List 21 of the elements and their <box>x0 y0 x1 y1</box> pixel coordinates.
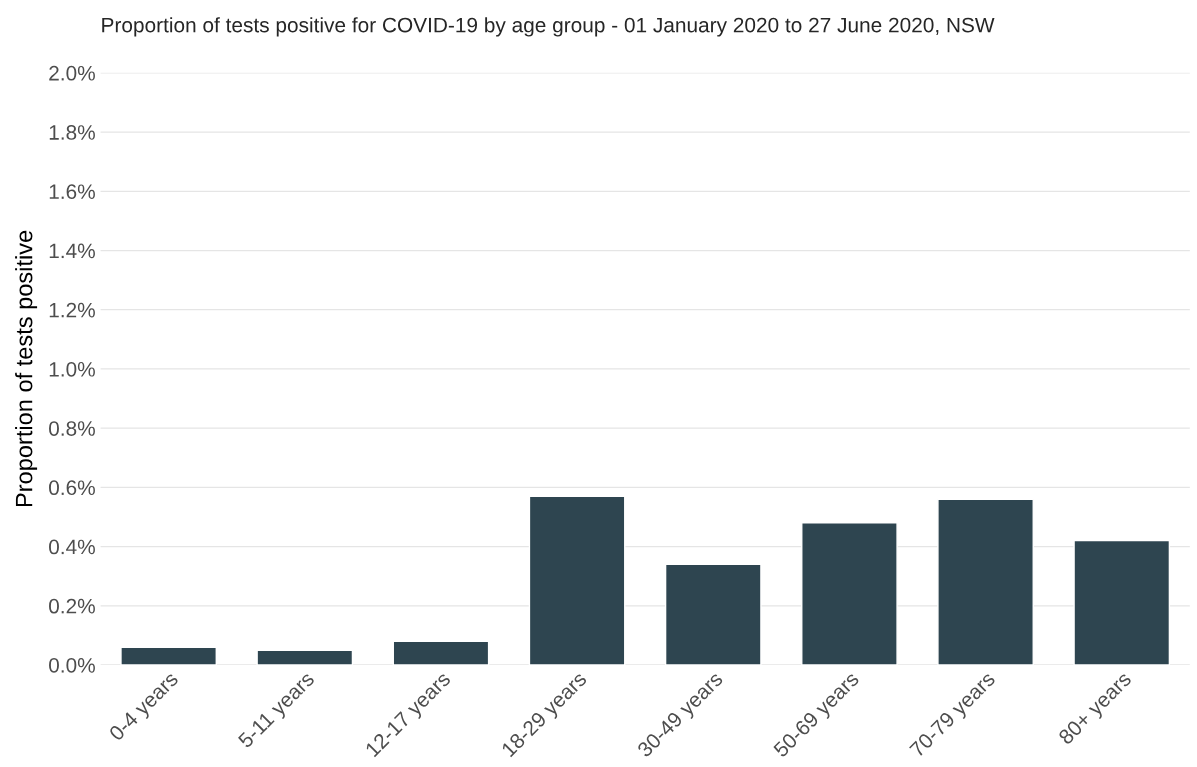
y-tick-label: 1.8% <box>49 125 95 140</box>
y-tick-label: 0.8% <box>49 421 95 436</box>
y-tick-label: 0.6% <box>49 480 95 496</box>
chart-title: Proportion of tests positive for COVID-19 by age group - 01 January 2020 to 27 June 2020, NSW <box>102 17 995 37</box>
bar <box>392 640 490 665</box>
bar <box>801 522 898 665</box>
y-tick-label: 0.4% <box>49 539 95 555</box>
bar <box>120 646 217 665</box>
bar <box>664 563 762 665</box>
y-axis-title: Proportion of tests positive <box>15 230 38 507</box>
bar <box>1073 539 1171 665</box>
y-tick-label: 1.6% <box>49 184 95 200</box>
y-tick-label: 1.2% <box>49 302 95 318</box>
y-tick-label: 0.0% <box>49 657 95 673</box>
y-tick-label: 1.4% <box>49 243 95 259</box>
bar <box>256 649 354 665</box>
bar <box>937 498 1034 665</box>
y-tick-label: 2.0% <box>49 65 95 81</box>
bar <box>528 495 626 665</box>
y-tick-label: 0.2% <box>49 598 95 614</box>
y-tick-label: 1.0% <box>49 361 95 377</box>
